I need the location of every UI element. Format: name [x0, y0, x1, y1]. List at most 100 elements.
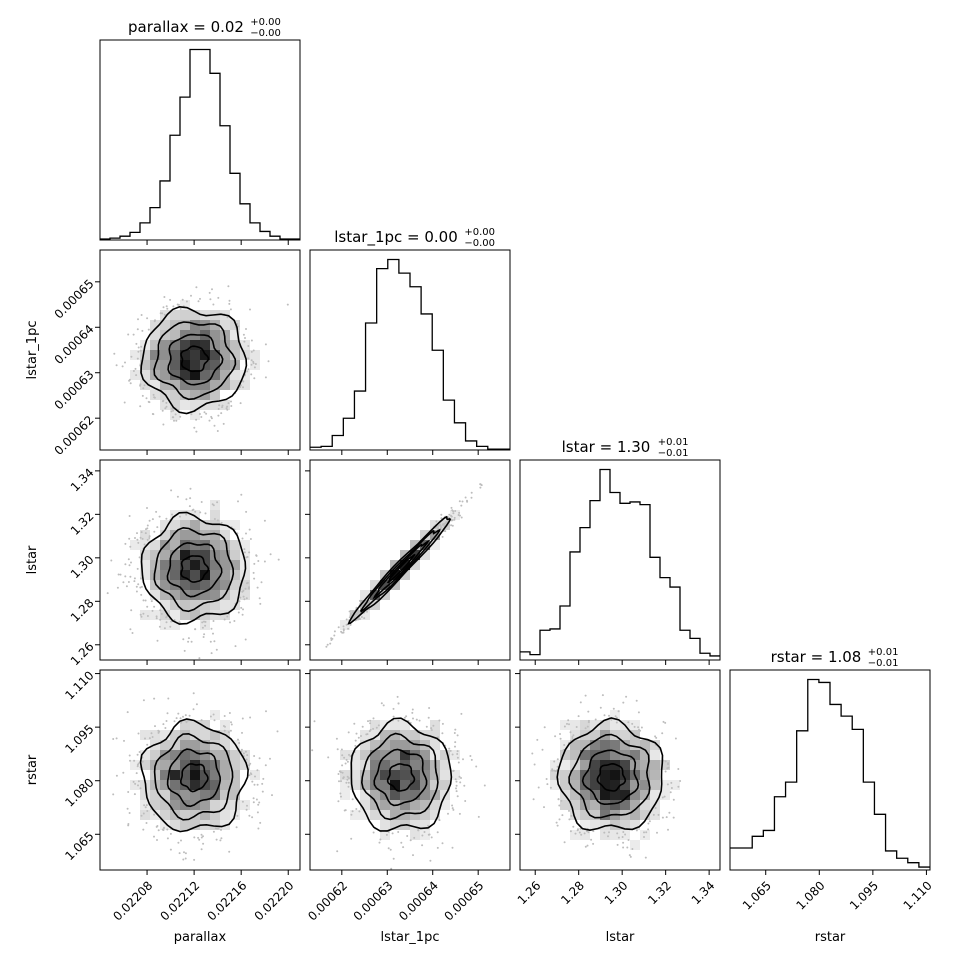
scatter-point [654, 807, 657, 809]
scatter-point [458, 500, 461, 503]
density-cell [570, 780, 580, 790]
scatter-point [239, 384, 242, 387]
histogram-layer [100, 48, 930, 868]
scatter-point [402, 846, 405, 849]
density-cell [180, 580, 190, 590]
density-cell [230, 570, 240, 580]
scatter-point [170, 410, 173, 413]
density-cell [430, 770, 440, 780]
scatter-point [253, 783, 256, 786]
density-cell [210, 340, 220, 350]
density-cell [370, 600, 380, 610]
scatter-point [124, 542, 127, 545]
density-cell [210, 820, 220, 830]
scatter-point [183, 649, 186, 652]
scatter-point [116, 586, 119, 589]
x-tick-label: 0.00064 [396, 878, 441, 923]
scatter-point [192, 708, 195, 711]
scatter-point [234, 645, 237, 648]
scatter-point [142, 612, 145, 615]
scatter-point [179, 515, 181, 518]
density-cell [400, 770, 410, 780]
scatter-point [143, 804, 146, 807]
scatter-point [622, 831, 625, 833]
density-cell [600, 780, 610, 790]
scatter-point [259, 821, 262, 824]
density-cell [390, 730, 400, 740]
scatter-point [146, 317, 149, 320]
scatter-point [148, 537, 151, 539]
scatter-point [249, 538, 252, 540]
density-cell [340, 790, 350, 800]
density-cell [580, 830, 590, 840]
scatter-point [140, 585, 143, 588]
scatter-point [672, 798, 675, 801]
scatter-point [594, 718, 597, 721]
density-cell [210, 390, 220, 400]
scatter-point [250, 350, 253, 353]
scatter-point [248, 814, 251, 817]
scatter-point [554, 735, 557, 738]
density-cell [610, 830, 620, 840]
scatter-point [141, 760, 144, 763]
density-cell [200, 360, 210, 370]
scatter-point [130, 609, 133, 612]
scatter-point [243, 340, 246, 343]
scatter-point [212, 303, 215, 306]
scatter-point [264, 764, 267, 767]
density-cell [230, 560, 240, 570]
contour-lstar-rstar [556, 717, 664, 832]
scatter-point [137, 732, 140, 735]
scatter-point [128, 812, 131, 814]
scatter-point [340, 780, 342, 783]
density-cell [660, 780, 670, 790]
density-cell [620, 730, 630, 740]
density-cell [570, 720, 580, 730]
scatter-point [245, 328, 247, 330]
scatter-point [575, 726, 578, 728]
scatter-point [139, 613, 142, 616]
scatter-point [617, 710, 620, 713]
density-cell [170, 370, 180, 380]
scatter-point [165, 517, 168, 520]
density-cell [230, 350, 240, 360]
scatter-point [479, 486, 482, 489]
title-lower-error: −0.01 [658, 448, 689, 459]
scatter-point [124, 361, 126, 364]
scatter-point [202, 636, 205, 638]
density-cell [380, 810, 390, 820]
scatter-point [185, 721, 188, 724]
scatter-point [244, 587, 247, 590]
scatter-point [470, 491, 473, 494]
scatter-point [157, 829, 160, 832]
scatter-point [180, 721, 183, 724]
density-cell [570, 750, 580, 760]
scatter-point [463, 784, 466, 787]
scatter-point [228, 850, 231, 853]
scatter-point [198, 413, 201, 415]
density-cell [630, 750, 640, 760]
scatter-point [677, 785, 680, 788]
panel-title: lstar = 1.30 [562, 438, 651, 456]
scatter-point [338, 770, 341, 773]
density-cell [170, 740, 180, 750]
density-cell [590, 810, 600, 820]
scatter-point [248, 551, 251, 554]
density-cell [210, 580, 220, 590]
density-cell [360, 740, 370, 750]
scatter-point [454, 741, 457, 744]
scatter-point [348, 610, 351, 613]
scatter-point [217, 827, 219, 830]
scatter-point [456, 753, 459, 755]
scatter-point [159, 609, 162, 612]
scatter-point [452, 512, 455, 515]
density-cell [250, 360, 260, 370]
density-cell [170, 550, 180, 560]
density-cell [240, 750, 250, 760]
scatter-point [622, 846, 625, 849]
density-cell [190, 360, 200, 370]
scatter-point [454, 778, 457, 781]
scatter-point [119, 573, 122, 576]
x-axis-label: parallax [174, 930, 227, 945]
density-cell [180, 770, 190, 780]
